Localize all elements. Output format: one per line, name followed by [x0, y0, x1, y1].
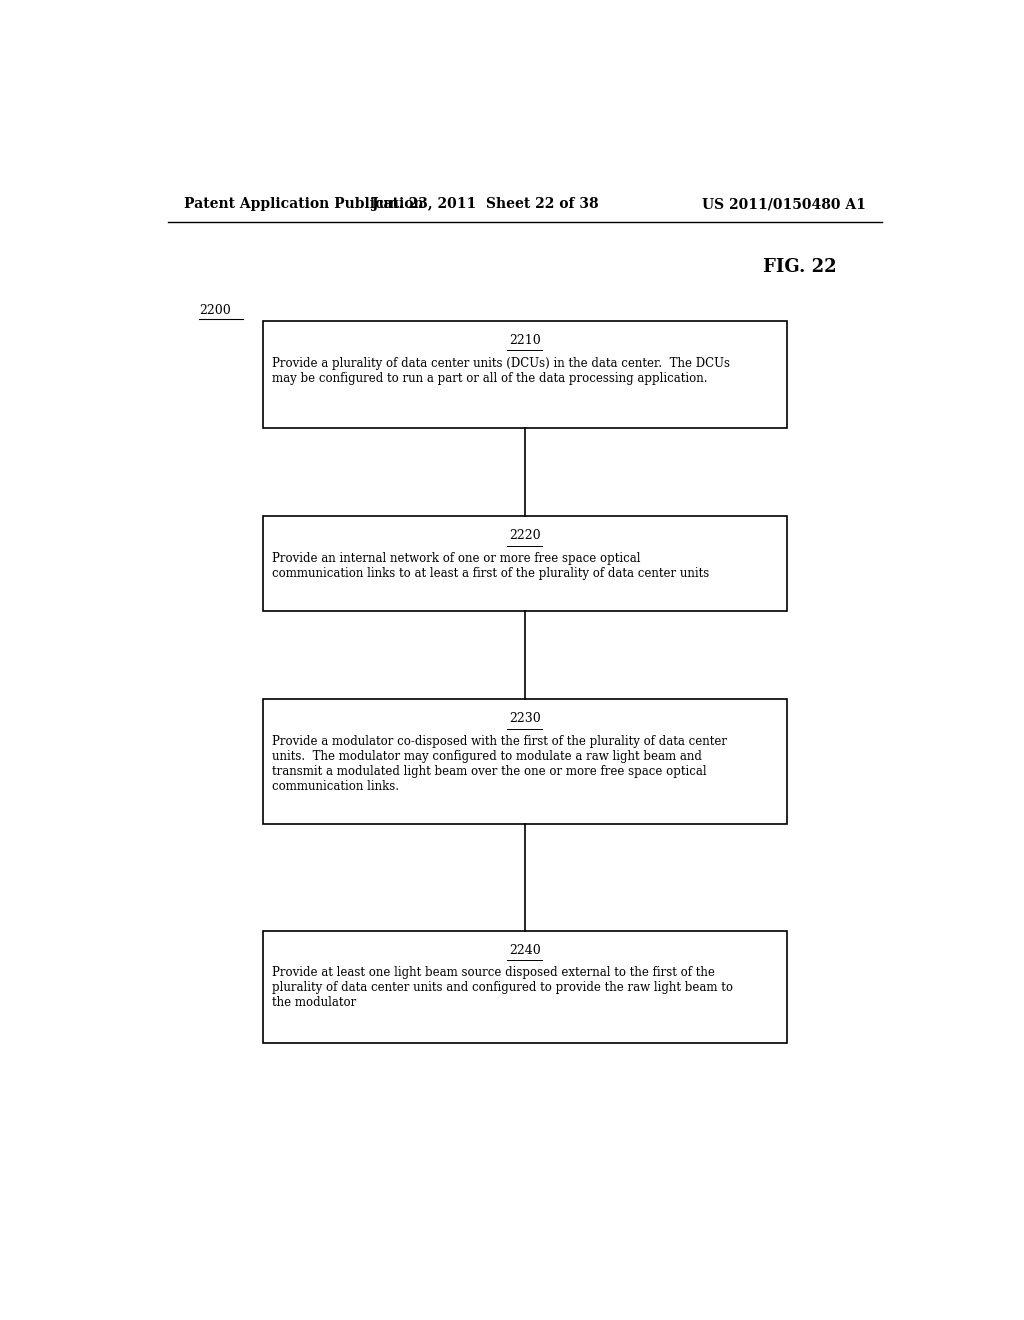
Text: 2200: 2200	[200, 305, 231, 317]
Text: Provide a modulator co-disposed with the first of the plurality of data center
u: Provide a modulator co-disposed with the…	[272, 735, 727, 793]
Text: Provide a plurality of data center units (DCUs) in the data center.  The DCUs
ma: Provide a plurality of data center units…	[272, 356, 730, 384]
Text: Provide an internal network of one or more free space optical
communication link: Provide an internal network of one or mo…	[272, 552, 710, 579]
Text: 2230: 2230	[509, 713, 541, 725]
Text: 2220: 2220	[509, 529, 541, 543]
Text: Jun. 23, 2011  Sheet 22 of 38: Jun. 23, 2011 Sheet 22 of 38	[372, 197, 598, 211]
Bar	[263, 516, 786, 611]
Text: Patent Application Publication: Patent Application Publication	[183, 197, 423, 211]
Text: 2240: 2240	[509, 944, 541, 957]
Bar	[263, 931, 786, 1043]
Text: Provide at least one light beam source disposed external to the first of the
plu: Provide at least one light beam source d…	[272, 966, 733, 1010]
Bar	[263, 700, 786, 824]
Text: 2210: 2210	[509, 334, 541, 347]
Text: US 2011/0150480 A1: US 2011/0150480 A1	[702, 197, 866, 211]
Bar	[263, 321, 786, 428]
Text: FIG. 22: FIG. 22	[763, 259, 837, 276]
